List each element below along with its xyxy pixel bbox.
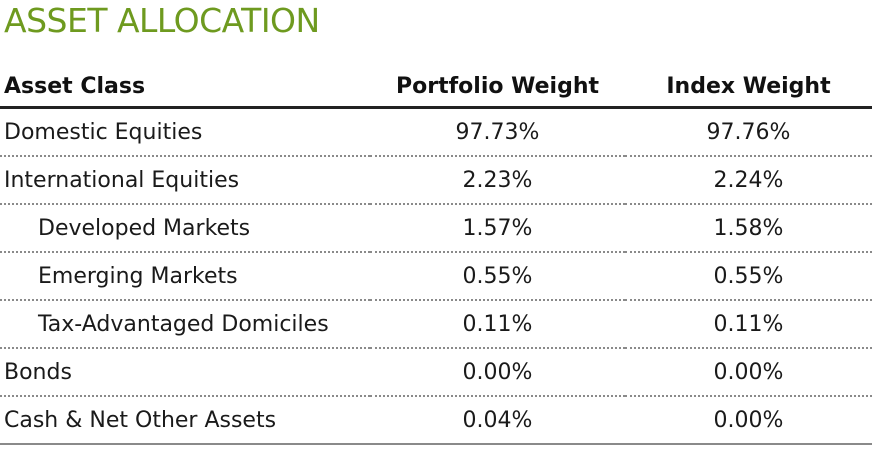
portfolio-weight-cell: 97.73% [370,107,625,157]
table-row-tax-advantaged-domiciles: Tax-Advantaged Domiciles 0.11% 0.11% [0,300,872,349]
asset-class-cell: International Equities [0,156,370,205]
asset-class-cell: Domestic Equities [0,107,370,157]
table-row-bonds: Bonds 0.00% 0.00% [0,348,872,397]
table-row-cash-net-other-assets: Cash & Net Other Assets 0.04% 0.00% [0,396,872,445]
index-weight-cell: 97.76% [625,107,872,157]
header-row: Asset Class Portfolio Weight Index Weigh… [0,66,872,109]
asset-allocation-table: Asset Class Portfolio Weight Index Weigh… [0,66,872,445]
page-title: ASSET ALLOCATION [4,1,320,40]
index-weight-cell: 0.11% [625,300,872,349]
portfolio-weight-cell: 1.57% [370,204,625,253]
portfolio-weight-cell: 2.23% [370,156,625,205]
table-row-domestic-equities: Domestic Equities 97.73% 97.76% [0,107,872,157]
portfolio-weight-cell: 0.04% [370,396,625,445]
portfolio-weight-cell: 0.00% [370,348,625,397]
index-weight-cell: 0.00% [625,348,872,397]
column-header-portfolio-weight: Portfolio Weight [370,66,625,109]
column-header-index-weight: Index Weight [625,66,872,109]
asset-class-cell: Cash & Net Other Assets [0,396,370,445]
asset-class-cell: Emerging Markets [0,252,370,301]
index-weight-cell: 0.55% [625,252,872,301]
table-row-international-equities: International Equities 2.23% 2.24% [0,156,872,205]
index-weight-cell: 0.00% [625,396,872,445]
table-row-developed-markets: Developed Markets 1.57% 1.58% [0,204,872,253]
table-header: Asset Class Portfolio Weight Index Weigh… [0,66,872,109]
asset-class-cell: Bonds [0,348,370,397]
table-row-emerging-markets: Emerging Markets 0.55% 0.55% [0,252,872,301]
table-body: Domestic Equities 97.73% 97.76% Internat… [0,107,872,445]
column-header-asset-class: Asset Class [0,66,370,109]
portfolio-weight-cell: 0.55% [370,252,625,301]
portfolio-weight-cell: 0.11% [370,300,625,349]
index-weight-cell: 1.58% [625,204,872,253]
index-weight-cell: 2.24% [625,156,872,205]
asset-class-cell: Tax-Advantaged Domiciles [0,300,370,349]
asset-class-cell: Developed Markets [0,204,370,253]
